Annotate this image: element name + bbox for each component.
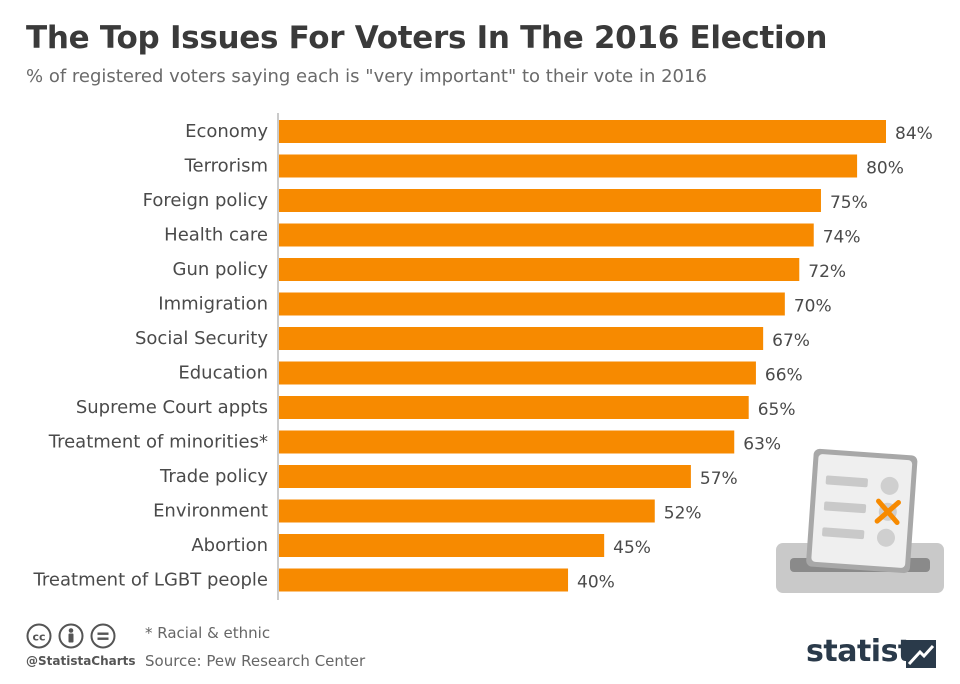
source-note: Source: Pew Research Center	[145, 652, 366, 670]
statista-logo-icon	[906, 640, 936, 668]
category-label: Health care	[164, 225, 268, 246]
category-label: Environment	[153, 501, 268, 522]
category-label: Immigration	[158, 294, 268, 315]
value-label: 65%	[758, 400, 796, 420]
bar-trade-policy	[279, 465, 691, 488]
value-label: 52%	[664, 504, 702, 524]
bar-supreme-court-appts	[279, 396, 749, 419]
value-label: 72%	[808, 262, 846, 282]
category-label: Terrorism	[184, 156, 268, 177]
bar-chart: Economy 84% Terrorism 80% Foreign policy 75% H…	[33, 113, 933, 600]
value-label: 84%	[895, 124, 933, 144]
bar-treatment-of-minorities	[279, 430, 735, 454]
creative-commons-icons: cc	[26, 623, 116, 649]
category-label: Abortion	[191, 535, 268, 556]
bar-treatment-of-lgbt-people	[279, 568, 569, 592]
value-label: 45%	[613, 538, 651, 558]
bar-economy	[279, 120, 886, 143]
value-label: 57%	[700, 469, 738, 489]
bar-gun-policy	[279, 258, 800, 281]
value-label: 67%	[772, 331, 810, 351]
chart-subtitle: % of registered voters saying each is "v…	[26, 66, 707, 87]
value-label: 75%	[830, 193, 868, 213]
svg-text:cc: cc	[32, 631, 45, 644]
bar-social-security	[279, 327, 764, 350]
category-label: Economy	[185, 121, 268, 142]
category-label: Foreign policy	[143, 190, 269, 211]
value-label: 80%	[866, 159, 904, 179]
value-label: 63%	[743, 435, 781, 455]
category-label: Social Security	[135, 328, 268, 349]
bar-immigration	[279, 292, 785, 316]
category-label: Education	[178, 363, 268, 384]
value-label: 74%	[823, 228, 861, 248]
category-label: Supreme Court appts	[76, 397, 268, 418]
category-label: Treatment of LGBT people	[33, 570, 268, 591]
category-label: Gun policy	[173, 259, 269, 280]
bar-health-care	[279, 223, 814, 247]
chart-title: The Top Issues For Voters In The 2016 El…	[26, 20, 828, 56]
value-label: 40%	[577, 573, 615, 593]
bar-terrorism	[279, 154, 858, 178]
twitter-handle: @StatistaCharts	[26, 654, 136, 668]
category-label: Treatment of minorities*	[48, 432, 268, 453]
value-label: 66%	[765, 366, 803, 386]
bar-environment	[279, 499, 655, 523]
footnote: * Racial & ethnic	[145, 624, 271, 642]
value-label: 70%	[794, 297, 832, 317]
bar-education	[279, 361, 756, 385]
bar-abortion	[279, 534, 605, 557]
bar-foreign-policy	[279, 189, 821, 212]
ballot-box-icon	[776, 448, 944, 593]
category-label: Trade policy	[159, 466, 268, 487]
